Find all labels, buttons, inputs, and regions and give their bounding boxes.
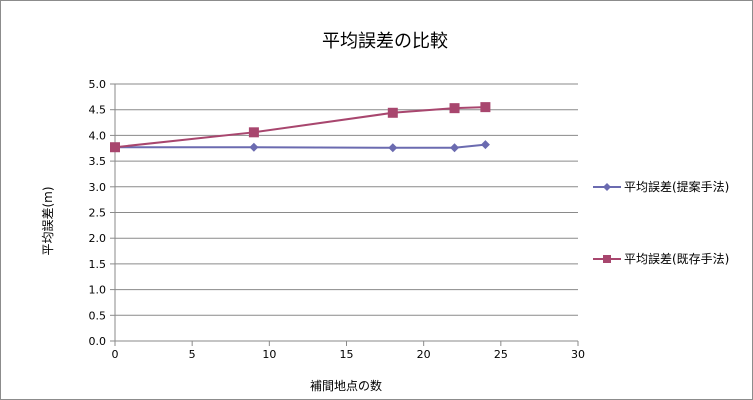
y-tick-label-5: 2.5: [89, 207, 107, 220]
x-tick-label-6: 30: [571, 348, 585, 361]
series-line-1: [114, 106, 486, 149]
y-tick-label-4: 2.0: [89, 232, 107, 245]
x-axis-title: 補間地点の数: [310, 378, 382, 393]
y-tick-label-7: 3.5: [89, 155, 107, 168]
series-1: [110, 102, 491, 153]
legend-marker-1: [603, 255, 611, 263]
legend: 平均誤差(提案手法) 平均誤差(既存手法): [593, 179, 729, 266]
gridlines: [115, 83, 578, 342]
data-point-0-1: [249, 142, 259, 152]
data-point-1-4: [480, 102, 491, 113]
x-tick-label-0: 0: [112, 348, 119, 361]
x-tick-label-1: 5: [189, 348, 196, 361]
legend-marker-0: [603, 183, 611, 191]
y-axis-title: 平均誤差(m): [40, 186, 55, 255]
data-point-1-3: [449, 103, 460, 114]
y-tick-label-6: 3.0: [89, 181, 107, 194]
y-tick-label-8: 4.0: [89, 129, 107, 142]
y-tick-label-0: 0.0: [89, 335, 107, 348]
x-tick-label-2: 10: [262, 348, 276, 361]
y-tick-label-1: 0.5: [89, 309, 107, 322]
y-tick-label-9: 4.5: [89, 104, 107, 117]
chart-title: 平均誤差の比較: [322, 31, 448, 52]
legend-item-0: 平均誤差(提案手法): [593, 179, 729, 194]
axes: [110, 83, 579, 346]
data-point-0-4: [480, 140, 490, 150]
y-tick-label-2: 1.0: [89, 284, 107, 297]
y-tick-label-10: 5.0: [89, 78, 107, 91]
x-tick-label-4: 20: [417, 348, 431, 361]
data-point-0-3: [450, 143, 460, 153]
x-tick-label-3: 15: [340, 348, 354, 361]
data-point-1-1: [248, 127, 259, 138]
x-tick-labels: 0 5 10 15 20 25 30: [112, 348, 586, 361]
x-tick-label-5: 25: [494, 348, 508, 361]
legend-item-1: 平均誤差(既存手法): [593, 251, 729, 266]
y-tick-label-3: 1.5: [89, 258, 107, 271]
series-group: [110, 102, 491, 153]
series-line-0: [115, 143, 486, 149]
legend-label-1: 平均誤差(既存手法): [624, 251, 729, 266]
data-point-1-2: [387, 107, 398, 118]
y-tick-labels: 0.0 0.5 1.0 1.5 2.0 2.5 3.0 3.5 4.0 4.5 5.0: [89, 78, 107, 348]
data-point-0-2: [388, 143, 398, 153]
data-point-1-0: [110, 142, 120, 153]
legend-label-0: 平均誤差(提案手法): [624, 179, 729, 194]
